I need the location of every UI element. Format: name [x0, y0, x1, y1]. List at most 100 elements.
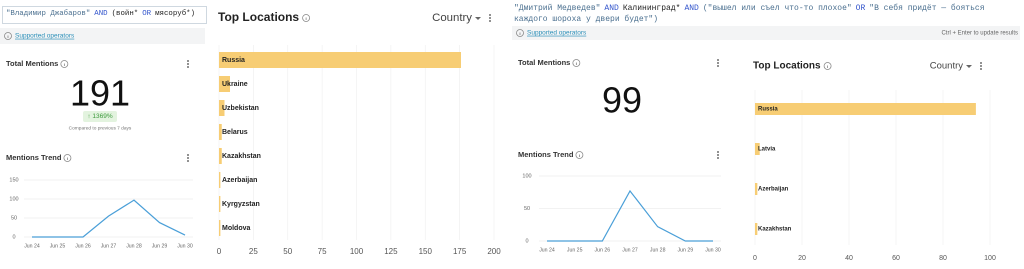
bar: [755, 183, 758, 195]
query-token: OR: [142, 10, 152, 18]
bar: [219, 76, 230, 92]
x-tick-label: Jun 27: [101, 243, 117, 249]
info-icon: [572, 59, 581, 67]
trend-line: [547, 189, 713, 242]
x-tick-label: 0: [753, 255, 757, 262]
more-menu[interactable]: [717, 151, 719, 153]
operators-link[interactable]: Supported operators: [15, 33, 75, 40]
query-token: AND: [684, 4, 699, 13]
info-icon: [60, 60, 69, 68]
card-title: Mentions Trend: [518, 150, 574, 159]
query-token: мясоруб*): [155, 10, 196, 18]
bar: [219, 124, 222, 140]
compared-note: Compared to previous 7 days: [69, 125, 132, 131]
x-tick-label: 100: [984, 255, 996, 262]
query-token: ("вышел или съел что-то плохое": [702, 4, 852, 13]
x-tick-label: 75: [318, 247, 327, 256]
bar: [755, 103, 976, 115]
hint: Ctrl + Enter to update results: [941, 31, 1018, 37]
more-menu[interactable]: [187, 157, 189, 159]
x-tick-label: 100: [350, 247, 364, 256]
category-label: Azerbaijan: [222, 177, 257, 184]
query-token: "В себя придёт — бояться каждого шороха …: [514, 4, 985, 24]
more-menu[interactable]: [187, 63, 189, 65]
bar: [219, 172, 221, 188]
more-menu[interactable]: [187, 66, 189, 68]
y-tick-label: 100: [9, 196, 18, 202]
more-menu[interactable]: [489, 14, 491, 16]
x-tick-label: 40: [845, 255, 853, 262]
trend-line: [32, 199, 186, 238]
x-tick-label: Jun 24: [539, 247, 555, 253]
info-icon: [302, 14, 311, 22]
dropdown-caret: [966, 65, 972, 68]
category-label: Moldova: [222, 225, 250, 232]
change-badge: [83, 111, 117, 122]
x-tick-label: 125: [384, 247, 398, 256]
x-tick-label: Jun 30: [177, 243, 193, 249]
x-tick-label: Jun 26: [595, 247, 611, 253]
category-label: Azerbaijan: [758, 187, 789, 193]
change-value: ↑ 1369%: [87, 113, 113, 120]
total-value: 191: [70, 73, 130, 114]
bar: [219, 196, 221, 212]
category-label: Belarus: [222, 129, 248, 136]
category-label: Russia: [222, 57, 245, 64]
card-title: Top Locations: [753, 61, 821, 72]
more-menu[interactable]: [717, 59, 719, 61]
more-menu[interactable]: [980, 68, 982, 70]
category-label: Kyrgyzstan: [222, 201, 260, 208]
x-tick-label: 20: [798, 255, 806, 262]
bar: [219, 100, 225, 116]
y-tick-label: 100: [522, 173, 531, 179]
more-menu[interactable]: [489, 17, 491, 19]
x-tick-label: Jun 24: [24, 243, 40, 249]
bar: [219, 148, 222, 164]
total-value: 99: [602, 80, 642, 121]
card-title: Total Mentions: [6, 59, 58, 68]
y-tick-label: 50: [524, 206, 530, 212]
more-menu[interactable]: [980, 62, 982, 64]
more-menu[interactable]: [980, 65, 982, 67]
more-menu[interactable]: [489, 20, 491, 22]
x-tick-label: 175: [453, 247, 467, 256]
more-menu[interactable]: [187, 154, 189, 156]
more-menu[interactable]: [187, 60, 189, 62]
operators-bar: [0, 28, 205, 44]
info-icon: [823, 62, 832, 70]
x-tick-label: Jun 30: [705, 247, 721, 253]
y-tick-label: 0: [12, 234, 15, 240]
more-menu[interactable]: [717, 62, 719, 64]
y-tick-label: 0: [525, 238, 528, 244]
category-label: Latvia: [758, 147, 776, 153]
query-token: "Владимир Джабаров": [6, 10, 91, 18]
dropdown[interactable]: Country: [930, 61, 964, 72]
query-token: AND: [604, 4, 619, 13]
y-tick-label: 150: [9, 177, 18, 183]
more-menu[interactable]: [717, 154, 719, 156]
category-label: Ukraine: [222, 81, 248, 88]
x-tick-label: Jun 29: [152, 243, 168, 249]
dropdown[interactable]: Country: [432, 12, 472, 24]
category-label: Kazakhstan: [758, 227, 792, 233]
x-tick-label: Jun 27: [622, 247, 638, 253]
query-token: "Дмитрий Медведев": [514, 4, 601, 13]
x-tick-label: Jun 28: [126, 243, 142, 249]
operators-link[interactable]: Supported operators: [527, 30, 587, 37]
query-input[interactable]: "Дмитрий Медведев" AND Калининград* AND ("вы…: [514, 3, 1019, 25]
info-icon: [63, 154, 72, 162]
more-menu[interactable]: [187, 160, 189, 162]
query-input[interactable]: "Владимир Джабаров" AND (войн* OR мясоруб*): [2, 6, 207, 24]
more-menu[interactable]: [717, 157, 719, 159]
x-tick-label: 150: [419, 247, 433, 256]
x-tick-label: Jun 26: [75, 243, 91, 249]
info-icon: [4, 32, 12, 40]
info-icon: [575, 151, 584, 159]
x-tick-label: 60: [892, 255, 900, 262]
bar: [755, 143, 760, 155]
bar: [755, 223, 758, 235]
category-label: Russia: [758, 107, 778, 113]
more-menu[interactable]: [717, 65, 719, 67]
